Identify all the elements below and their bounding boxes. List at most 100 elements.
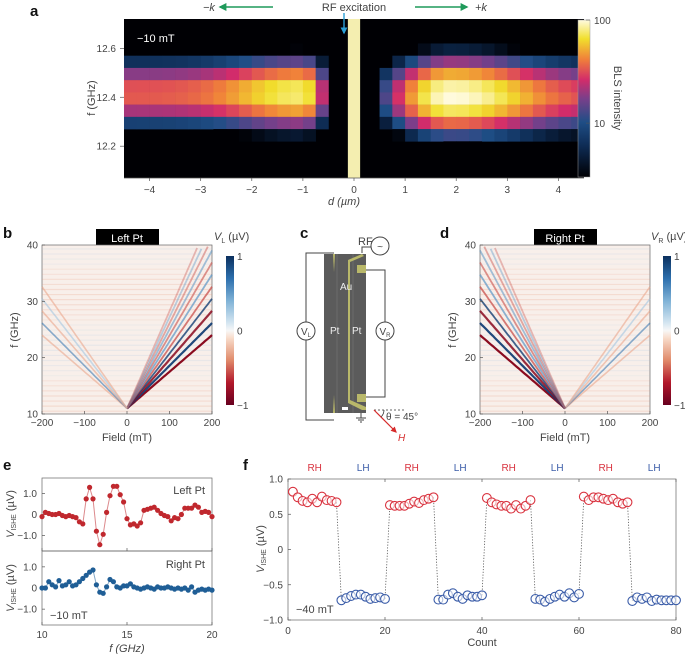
rf-source-icon (370, 236, 390, 256)
heatmap-a-cell (456, 141, 470, 154)
dispersion-branch (126, 310, 213, 410)
data-point-right-pt (76, 579, 82, 585)
heatmap-a-cell (124, 104, 138, 118)
y-axis-label-b: f (GHz) (9, 312, 21, 347)
heatmap-a-cell (443, 141, 457, 154)
heatmap-a-cell (456, 92, 470, 105)
x-tick-label-a: 4 (556, 185, 562, 196)
angle-arc (380, 409, 385, 418)
heatmap-a-cell (443, 43, 457, 56)
heatmap-a-cell (200, 104, 214, 118)
field-arrow-icon (373, 409, 397, 433)
heatmap-a-cell (251, 129, 265, 142)
heatmap-a-cell (175, 92, 189, 105)
heatmap-a-cell (200, 80, 214, 93)
y-tick-label-a: 12.2 (97, 142, 117, 153)
heatmap-a-cell (443, 80, 457, 93)
data-point-left-pt (117, 492, 123, 498)
heatmap-a-cell (430, 80, 444, 93)
colorbar-d (663, 256, 671, 405)
data-point-right-pt (127, 581, 133, 587)
x-tick-label-a: −4 (144, 185, 156, 196)
heatmap-a-cell (264, 43, 278, 56)
heatmap-a-cell (417, 43, 431, 56)
segment-label-lh: LH (357, 463, 370, 474)
heatmap-a-cell (520, 104, 534, 118)
colorbar-d-label-main: V (651, 231, 660, 243)
heatmap-a-cell (124, 67, 138, 81)
heatmap-a-cell (392, 129, 406, 142)
y-tick-label: 20 (27, 353, 39, 364)
heatmap-a-cell (379, 55, 393, 69)
heatmap-a-cell (136, 104, 150, 118)
heatmap-a-cell (405, 67, 419, 81)
heatmap-a-cell (302, 104, 316, 118)
colorbar-tick-label: −1 (674, 401, 685, 412)
heatmap-a-cell (469, 80, 483, 93)
data-point-left-pt (87, 484, 93, 490)
heatmap-a-cell (251, 55, 265, 69)
x-tick-label-a: −3 (195, 185, 207, 196)
heatmap-a-cell (443, 92, 457, 105)
heatmap-a-cell (315, 80, 329, 93)
heatmap-a-cell (532, 67, 546, 81)
heatmap-a-cell (430, 129, 444, 142)
heatmap-a-cell (187, 55, 201, 69)
heatmap-a-cell (443, 104, 457, 118)
heatmap-a-cell (520, 116, 534, 130)
dispersion-branch (479, 334, 566, 410)
y-axis-a: 12.2 12.4 12.6 (97, 44, 124, 153)
colorbar-d-label-unit: (µV) (663, 231, 685, 243)
pt-left-label: Pt (330, 326, 340, 337)
heatmap-a-cell (481, 43, 495, 56)
heatmap-a-cell (251, 67, 265, 81)
heatmap-a-cell (545, 67, 559, 81)
colorbar-d-label: VR (µV) (651, 231, 685, 245)
au-antenna (348, 254, 366, 410)
heatmap-a-cell (213, 80, 227, 93)
y-tick-label-f: −1.0 (263, 616, 283, 627)
data-point-left-pt (206, 509, 212, 515)
heatmap-a-cell (520, 43, 534, 56)
heatmap-a-cell (213, 67, 227, 81)
heatmap-a-cell (277, 67, 291, 81)
heatmap-a-cell (200, 92, 214, 105)
dispersion-branch (489, 248, 566, 409)
minus-k-label: −k (203, 2, 215, 14)
heatmap-a-cell (379, 104, 393, 118)
heatmap-a-cell (277, 129, 291, 142)
dispersion-branch (41, 298, 128, 409)
heatmap-a-cell (417, 116, 431, 130)
au-label: Au (340, 282, 352, 293)
dispersion-branch (479, 298, 566, 409)
heatmap-a-cell (405, 104, 419, 118)
heatmap-a-cell (456, 80, 470, 93)
heatmap-a-cell (226, 55, 240, 69)
x-tick-label-a: 3 (505, 185, 511, 196)
heatmap-a-cell (149, 67, 163, 81)
heatmap-a-cell (264, 92, 278, 105)
x-tick-label-f: 60 (573, 626, 585, 637)
heatmap-a-cell (417, 129, 431, 142)
heatmap-a-cell (239, 55, 253, 69)
heatmap-a-cell (507, 129, 521, 142)
heatmap-a-cell (175, 80, 189, 93)
heatmap-a-cell (315, 55, 329, 69)
heatmap-a-cell (175, 55, 189, 69)
heatmap-a-cell (290, 80, 304, 93)
heatmap-a-cell (277, 43, 291, 56)
panel-a-bls-map: −10 mT −k RF excitation +k −4 −3 −2 −1 0 1 2 3 4… (86, 2, 623, 208)
panel-label-d: d (440, 225, 449, 242)
contact-left-bottom (333, 395, 335, 413)
data-point-rh (428, 492, 439, 503)
heatmap-a-cell (264, 129, 278, 142)
scale-bar (342, 407, 348, 410)
heatmap-d (479, 246, 651, 412)
axes-b: −200 −100 0 100 200 10 20 30 40 (27, 241, 221, 430)
dispersion-branch (126, 262, 213, 409)
heatmap-a-cell (175, 67, 189, 81)
voltmeter-right-label: VR (379, 327, 391, 339)
heatmap-a-cell (239, 67, 253, 81)
x-axis-label-e: f (GHz) (109, 643, 145, 654)
data-point-left-pt (155, 507, 161, 513)
